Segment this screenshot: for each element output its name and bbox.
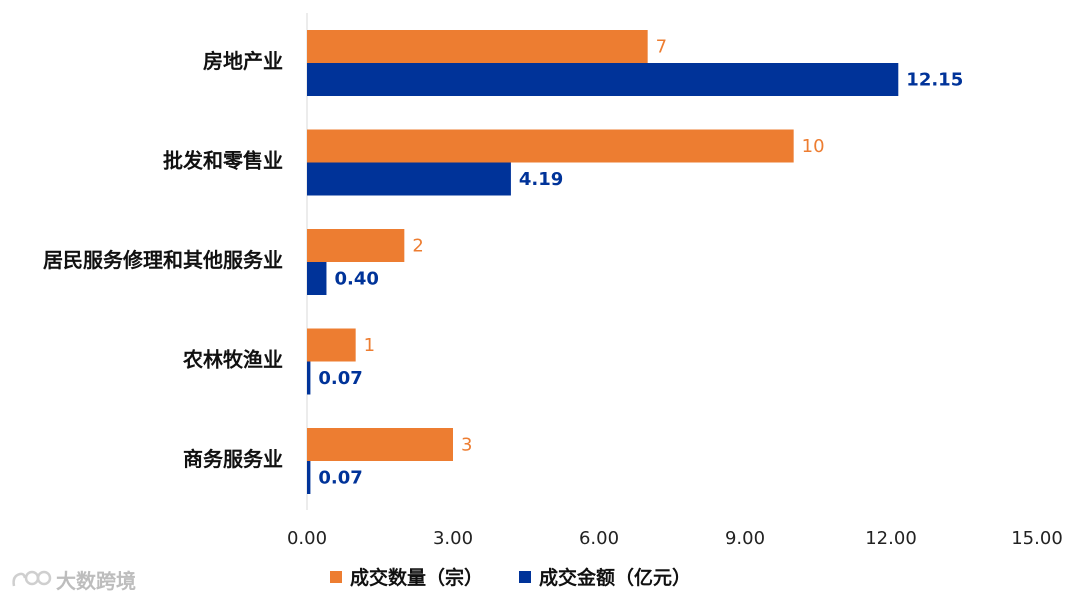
data-label-amount: 0.07 — [318, 368, 362, 389]
x-tick-label: 6.00 — [579, 528, 619, 549]
category-label: 居民服务修理和其他服务业 — [43, 248, 283, 272]
legend-swatch-amount — [519, 570, 532, 583]
category-label: 房地产业 — [203, 49, 283, 73]
data-label-count: 3 — [461, 435, 472, 456]
bar-count — [307, 30, 648, 63]
x-tick-label: 3.00 — [433, 528, 473, 549]
legend: 成交数量（宗） 成交金额（亿元） — [330, 563, 691, 590]
watermark: 大数跨境 — [10, 565, 136, 594]
data-label-count: 7 — [656, 37, 667, 58]
watermark-text: 大数跨境 — [56, 569, 136, 593]
bar-amount — [307, 361, 311, 395]
legend-item-amount[interactable]: 成交金额（亿元） — [519, 563, 691, 590]
bar-amount — [307, 63, 899, 96]
bar-count — [307, 328, 356, 362]
legend-label-count: 成交数量（宗） — [350, 567, 484, 589]
data-label-count: 2 — [412, 236, 423, 257]
bar-amount — [307, 461, 311, 494]
legend-item-count[interactable]: 成交数量（宗） — [330, 563, 483, 590]
x-tick-label: 0.00 — [287, 528, 327, 549]
bar-count — [307, 229, 405, 262]
legend-label-amount: 成交金额（亿元） — [539, 567, 692, 589]
bar-count — [307, 428, 453, 461]
data-label-amount: 4.19 — [519, 169, 563, 190]
data-label-amount: 0.40 — [334, 269, 378, 290]
legend-swatch-count — [330, 570, 342, 583]
category-label: 农林牧渔业 — [182, 348, 283, 372]
x-tick-label: 12.00 — [865, 528, 917, 549]
data-label-count: 1 — [364, 335, 375, 356]
x-tick-label: 9.00 — [725, 528, 765, 549]
bar-amount — [307, 162, 511, 196]
bar-count — [307, 129, 794, 163]
data-label-count: 10 — [802, 136, 825, 157]
data-label-amount: 0.07 — [318, 468, 362, 489]
bar-amount — [307, 262, 327, 295]
watermark-logo-icon — [12, 570, 52, 586]
category-label: 批发和零售业 — [163, 149, 283, 173]
x-tick-label: 15.00 — [1011, 528, 1063, 549]
data-label-amount: 12.15 — [906, 70, 963, 91]
category-label: 商务服务业 — [183, 447, 283, 471]
